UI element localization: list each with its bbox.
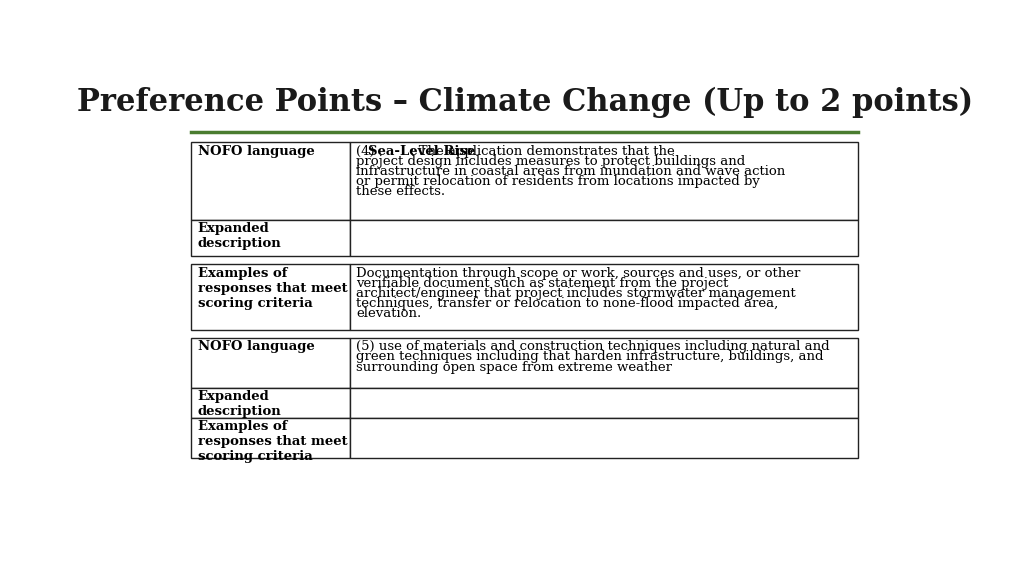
Text: Sea-Level Rise: Sea-Level Rise	[369, 145, 476, 158]
Bar	[350, 388, 858, 418]
Text: verifiable document such as statement from the project: verifiable document such as statement fr…	[356, 277, 729, 290]
Bar	[191, 418, 350, 458]
Text: NOFO language: NOFO language	[198, 340, 314, 354]
Text: project design includes measures to protect buildings and: project design includes measures to prot…	[356, 155, 745, 168]
Text: surrounding open space from extreme weather: surrounding open space from extreme weat…	[356, 361, 673, 374]
Bar	[191, 388, 350, 418]
Text: NOFO language: NOFO language	[198, 145, 314, 158]
Bar	[191, 220, 350, 256]
Text: architect/engineer that project includes stormwater management: architect/engineer that project includes…	[356, 287, 797, 300]
Text: : The application demonstrates that the: : The application demonstrates that the	[410, 145, 675, 158]
Text: Examples of
responses that meet
scoring criteria: Examples of responses that meet scoring …	[198, 267, 347, 310]
Text: these effects.: these effects.	[356, 185, 445, 198]
Bar	[350, 220, 858, 256]
Bar	[350, 142, 858, 220]
Text: Preference Points – Climate Change (Up to 2 points): Preference Points – Climate Change (Up t…	[77, 87, 973, 118]
Bar	[350, 418, 858, 458]
Text: Examples of
responses that meet
scoring criteria: Examples of responses that meet scoring …	[198, 420, 347, 463]
Text: Documentation through scope or work, sources and uses, or other: Documentation through scope or work, sou…	[356, 267, 801, 280]
Text: or permit relocation of residents from locations impacted by: or permit relocation of residents from l…	[356, 175, 761, 188]
Text: techniques, transfer or relocation to none-flood impacted area,: techniques, transfer or relocation to no…	[356, 297, 778, 310]
Text: elevation.: elevation.	[356, 307, 422, 320]
Text: (4): (4)	[356, 145, 379, 158]
Text: Expanded
description: Expanded description	[198, 390, 282, 418]
Bar	[191, 338, 350, 388]
Text: green techniques including that harden infrastructure, buildings, and: green techniques including that harden i…	[356, 350, 824, 363]
Bar	[191, 264, 350, 330]
Bar	[350, 338, 858, 388]
Bar	[191, 142, 350, 220]
Text: infrastructure in coastal areas from inundation and wave action: infrastructure in coastal areas from inu…	[356, 165, 785, 178]
Bar	[350, 264, 858, 330]
Text: Expanded
description: Expanded description	[198, 222, 282, 251]
Text: (5) use of materials and construction techniques including natural and: (5) use of materials and construction te…	[356, 340, 830, 354]
